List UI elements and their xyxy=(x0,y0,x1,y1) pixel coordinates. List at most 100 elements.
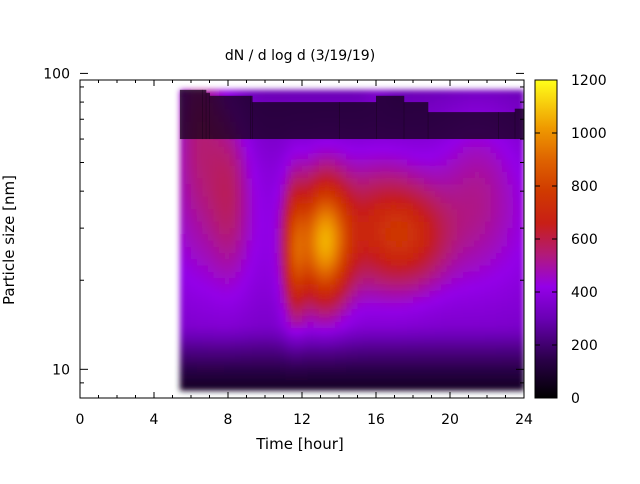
heatmap-cell xyxy=(263,308,270,316)
heatmap-cell xyxy=(446,352,453,360)
heatmap-cell xyxy=(474,340,481,348)
heatmap-cell xyxy=(263,258,270,266)
heatmap-cell xyxy=(235,365,242,373)
heatmap-cell xyxy=(268,189,275,197)
heatmap-cell xyxy=(329,315,336,322)
heatmap-cell xyxy=(357,96,364,103)
heatmap-cell xyxy=(324,214,331,222)
heatmap-cell xyxy=(490,377,497,385)
heatmap-cell xyxy=(268,164,275,172)
heatmap-cell xyxy=(440,258,447,266)
heatmap-cell xyxy=(218,177,225,185)
heatmap-cell xyxy=(202,252,209,260)
heatmap-cell xyxy=(274,96,281,103)
heatmap-cell xyxy=(462,246,470,254)
heatmap-cell xyxy=(374,321,381,329)
heatmap-cell xyxy=(224,183,231,191)
heatmap-cell xyxy=(457,252,464,260)
heatmap-cell xyxy=(479,214,486,222)
heatmap-cell xyxy=(485,146,492,154)
heatmap-cell xyxy=(385,283,392,291)
heatmap-cell xyxy=(224,365,231,373)
colorbar-tick-label: 400 xyxy=(571,285,598,301)
heatmap-cell xyxy=(224,252,231,260)
heatmap-cell xyxy=(485,139,492,147)
heatmap-cell xyxy=(440,383,447,391)
heatmap-cell xyxy=(451,265,458,272)
heatmap-cell xyxy=(407,265,414,272)
heatmap-cell xyxy=(518,358,524,366)
heatmap-cell xyxy=(496,146,503,154)
heatmap-cell xyxy=(446,96,453,103)
x-tick-label: 0 xyxy=(76,412,85,428)
heatmap-cell xyxy=(407,171,414,179)
heatmap-cell xyxy=(390,277,397,285)
heatmap-cell xyxy=(235,290,242,297)
heatmap-cell xyxy=(457,296,464,304)
heatmap-cell xyxy=(385,196,392,204)
heatmap-cell xyxy=(507,158,514,166)
heatmap-cell xyxy=(285,164,292,172)
heatmap-cell xyxy=(340,358,347,366)
heatmap-cell xyxy=(318,164,325,172)
heatmap-cell xyxy=(507,102,514,110)
heatmap-cell xyxy=(324,290,331,297)
heatmap-cell xyxy=(413,258,420,266)
heatmap-cell xyxy=(346,183,353,191)
heatmap-cell xyxy=(257,296,264,304)
heatmap-cell xyxy=(435,296,442,304)
heatmap-cell xyxy=(462,108,470,116)
heatmap-cell xyxy=(490,258,497,266)
heatmap-cell xyxy=(451,358,458,366)
heatmap-cell xyxy=(324,139,331,147)
heatmap-cell xyxy=(413,233,420,241)
heatmap-cell xyxy=(274,283,281,291)
heatmap-cell xyxy=(229,183,236,191)
heatmap-cell xyxy=(429,352,436,360)
heatmap-cell xyxy=(462,196,470,204)
heatmap-cell xyxy=(401,271,409,279)
heatmap-cell xyxy=(401,352,409,360)
heatmap-cell xyxy=(240,240,248,247)
heatmap-cell xyxy=(440,214,447,222)
heatmap-cell xyxy=(263,377,270,385)
heatmap-cell xyxy=(196,233,203,241)
heatmap-cell xyxy=(185,152,192,160)
heatmap-cell xyxy=(496,158,503,166)
heatmap-cell xyxy=(324,302,331,310)
heatmap-cell xyxy=(407,89,414,97)
heatmap-cell xyxy=(435,152,442,160)
heatmap-cell xyxy=(224,152,231,160)
heatmap-cell xyxy=(185,302,192,310)
heatmap-cell xyxy=(512,296,520,304)
heatmap-cell xyxy=(213,371,220,379)
heatmap-cell xyxy=(363,365,370,373)
heatmap-cell xyxy=(490,164,497,172)
heatmap-cell xyxy=(368,196,375,204)
heatmap-cell xyxy=(218,171,225,179)
heatmap-cell xyxy=(213,183,220,191)
heatmap-cell xyxy=(474,283,481,291)
heatmap-cell xyxy=(307,271,314,279)
heatmap-cell xyxy=(290,377,298,385)
heatmap-cell xyxy=(207,214,214,222)
heatmap-cell xyxy=(446,258,453,266)
heatmap-cell xyxy=(457,246,464,254)
heatmap-cell xyxy=(407,183,414,191)
heatmap-cell xyxy=(302,365,309,373)
heatmap-cell xyxy=(512,365,520,373)
heatmap-cell xyxy=(390,315,397,322)
heatmap-cell xyxy=(385,183,392,191)
heatmap-cell xyxy=(313,146,320,154)
heatmap-cell xyxy=(368,265,375,272)
heatmap-cell xyxy=(324,365,331,373)
heatmap-cell xyxy=(329,252,336,260)
heatmap-cell xyxy=(307,96,314,103)
heatmap-cell xyxy=(340,214,347,222)
heatmap-cell xyxy=(451,196,458,204)
heatmap-cell xyxy=(313,227,320,235)
heatmap-cell xyxy=(179,233,187,241)
heatmap-cell xyxy=(490,383,497,391)
heatmap-cell xyxy=(474,315,481,322)
heatmap-cell xyxy=(429,214,436,222)
